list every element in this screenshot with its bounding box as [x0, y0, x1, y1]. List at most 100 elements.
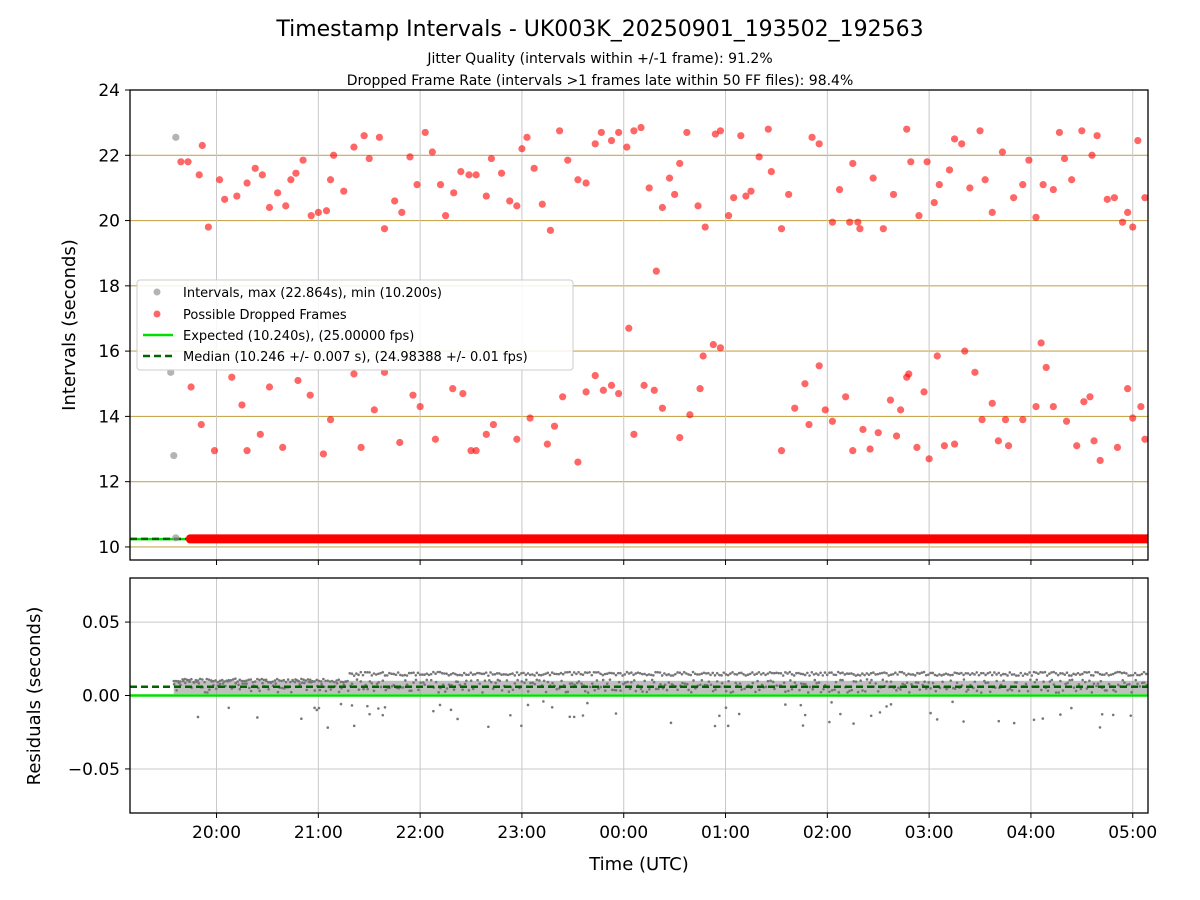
residual-point [258, 678, 261, 682]
residual-point [693, 672, 697, 676]
residual-point [251, 680, 255, 684]
residual-point [702, 671, 706, 675]
residual-point [385, 674, 389, 677]
dropped-frame-point [1080, 398, 1088, 406]
dropped-frame-point [805, 420, 813, 429]
residual-point [447, 674, 451, 677]
time-xtick-label: 22:00 [396, 823, 445, 843]
residual-point [878, 711, 882, 714]
residual-point [509, 672, 512, 676]
residual-point [868, 681, 872, 685]
residual-point [451, 671, 455, 675]
residual-point [738, 682, 742, 685]
residual-point [537, 673, 541, 677]
dropped-frame-point [958, 140, 966, 148]
residual-point [960, 671, 963, 675]
intervals-ytick-label: 18 [98, 277, 120, 297]
residual-point [247, 678, 250, 682]
dropped-frame-point [1093, 132, 1101, 140]
legend-entry-intervals: Intervals, max (22.864s), min (10.200s) [153, 286, 442, 301]
residual-point [724, 706, 728, 710]
intervals-ytick-label: 16 [98, 342, 120, 362]
residual-point [876, 690, 880, 693]
dropped-frame-point [1019, 416, 1027, 424]
residual-point [341, 680, 345, 684]
residual-point [1116, 683, 1120, 687]
residual-point [1077, 683, 1081, 686]
residual-point [1057, 691, 1061, 694]
residual-point [634, 672, 638, 675]
dropped-frame-point [791, 404, 799, 412]
residual-point [1063, 673, 1067, 676]
residual-point [476, 671, 479, 675]
dropped-frame-point [564, 156, 572, 164]
residual-point [568, 682, 572, 685]
residual-point [384, 688, 388, 692]
residual-point [575, 681, 579, 685]
residual-point [734, 681, 738, 685]
residual-point [465, 673, 468, 677]
residual-point [445, 687, 449, 690]
residual-point [291, 679, 295, 682]
dropped-frame-point [1141, 194, 1148, 202]
residual-point [687, 688, 690, 692]
residual-point [1026, 689, 1030, 693]
residual-point [623, 673, 627, 676]
residual-point [983, 679, 986, 683]
residual-point [328, 680, 332, 683]
residual-point [247, 686, 251, 690]
residual-point [828, 671, 831, 674]
dropped-frame-point [380, 225, 389, 233]
dropped-frame-point [658, 203, 667, 212]
residual-point [797, 671, 800, 675]
residual-point [872, 671, 875, 674]
residual-point [608, 678, 612, 681]
residual-point [685, 672, 688, 675]
residual-point [1015, 681, 1019, 684]
residual-point [918, 672, 921, 675]
residual-point [320, 682, 323, 686]
residual-point [526, 690, 530, 693]
dropped-frame-point [821, 406, 829, 414]
dropped-frame-point [945, 166, 954, 174]
residual-point [1092, 682, 1096, 686]
residual-point [907, 672, 910, 676]
dropped-frame-point [767, 167, 775, 176]
residual-point [487, 725, 490, 729]
dropped-frame-point [874, 429, 882, 437]
residual-point [979, 691, 983, 694]
residual-point [895, 689, 898, 692]
residual-point [1083, 680, 1087, 684]
dropped-frame-point [546, 226, 555, 234]
dropped-frame-point [441, 212, 450, 220]
residual-point [234, 677, 237, 680]
residual-point [834, 673, 838, 677]
residual-point [229, 678, 233, 682]
residual-point [197, 682, 201, 685]
residual-point [1103, 673, 1106, 676]
residual-point [456, 717, 459, 721]
residual-point [731, 690, 735, 693]
residual-point [1136, 673, 1139, 677]
residual-point [924, 687, 928, 690]
residual-point [1127, 674, 1130, 677]
residual-point [427, 673, 431, 677]
residual-point [542, 700, 545, 703]
residual-point [846, 691, 849, 694]
residual-point [995, 673, 998, 676]
residual-point [570, 682, 574, 685]
residual-point [681, 681, 684, 685]
residual-point [962, 673, 965, 677]
residual-point [597, 670, 600, 674]
residual-point [773, 671, 776, 675]
dropped-frame-point [431, 435, 439, 443]
residual-point [1034, 671, 1038, 674]
residual-point [535, 678, 539, 682]
residual-point [707, 680, 711, 683]
residual-point [945, 687, 948, 691]
residual-point [997, 671, 1001, 675]
residual-point [1056, 673, 1060, 677]
residual-point [346, 689, 350, 693]
residual-point [621, 674, 624, 677]
